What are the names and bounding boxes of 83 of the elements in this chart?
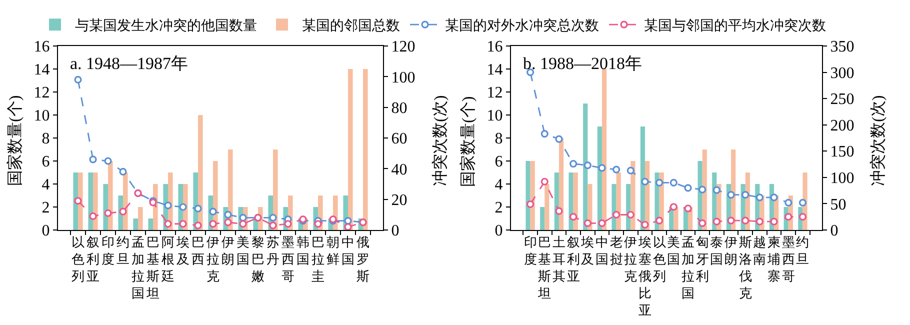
x-tick-label: 以色列 bbox=[72, 234, 84, 284]
text: a. 1948—1987年 bbox=[70, 54, 188, 73]
y2-tick-label: 200 bbox=[830, 117, 854, 134]
y-tick-label: 10 bbox=[34, 108, 50, 125]
x-tick-label: 俄罗斯 bbox=[356, 234, 370, 284]
x-tick-label: 苏丹 bbox=[266, 234, 280, 267]
x-tick-label: 伊拉克 bbox=[206, 234, 220, 284]
y2-tick-label: 120 bbox=[391, 38, 416, 56]
y2-tick-label: 150 bbox=[830, 144, 854, 161]
x-tick-label: 墨西哥 bbox=[282, 234, 294, 284]
x-tick-label: 印度 bbox=[524, 234, 537, 267]
y-axis-title: 国家数量(个) bbox=[459, 96, 477, 187]
x-tick-label: 柬埔寨 bbox=[766, 234, 781, 284]
x-tick-label: 孟加拉国 bbox=[132, 234, 144, 300]
x-tick-label: 印度 bbox=[102, 234, 114, 267]
x-tick-label: 伊朗 bbox=[222, 234, 234, 267]
x-tick-label: 美国 bbox=[236, 234, 250, 267]
y-axis-title: 国家数量(个) bbox=[6, 95, 24, 186]
y-tick-label: 6 bbox=[42, 154, 50, 171]
x-tick-label: 泰国 bbox=[710, 234, 724, 267]
y-tick-label: 8 bbox=[42, 130, 50, 148]
y2-tick-label: 350 bbox=[830, 38, 854, 56]
y2-tick-label: 20 bbox=[391, 192, 408, 209]
legend-label: 某国的对外水冲突总次数 bbox=[445, 18, 599, 34]
x-tick-label: 埃及 bbox=[176, 234, 190, 267]
y2-tick-label: 40 bbox=[391, 161, 408, 178]
y-tick-label: 16 bbox=[34, 38, 50, 56]
y-tick-label: 16 bbox=[486, 38, 503, 56]
x-tick-label: 阿根廷 bbox=[160, 234, 174, 284]
x-tick-label: 匈牙利 bbox=[696, 234, 709, 284]
y2-tick-label: 0 bbox=[830, 222, 838, 240]
x-tick-label: 朝鲜 bbox=[326, 234, 340, 267]
y2-tick-label: 0 bbox=[391, 222, 400, 240]
x-tick-label: 叙利亚 bbox=[566, 234, 580, 284]
x-tick-label: 韩国 bbox=[296, 234, 310, 267]
x-tick-label: 伊拉克 bbox=[624, 234, 638, 284]
y-tick-label: 14 bbox=[486, 62, 503, 79]
x-tick-label: 越南 bbox=[753, 234, 766, 267]
x-tick-label: 斯洛伐克 bbox=[738, 234, 752, 300]
y2-tick-label: 100 bbox=[391, 69, 416, 86]
y-tick-label: 6 bbox=[494, 154, 503, 171]
y-tick-label: 10 bbox=[486, 108, 503, 125]
x-tick-label: 巴基斯坦 bbox=[537, 234, 552, 300]
x-tick-label: 巴拉圭 bbox=[312, 234, 324, 284]
x-tick-label: 老挝 bbox=[610, 234, 623, 267]
x-tick-label: 约旦 bbox=[796, 234, 810, 267]
legend-label: 某国与邻国的平均水冲突次数 bbox=[644, 18, 826, 34]
y-tick-label: 8 bbox=[494, 130, 503, 148]
x-tick-label: 墨西哥 bbox=[782, 234, 795, 284]
x-tick-label: 埃及 bbox=[580, 234, 594, 267]
text: b. 1988—2018年 bbox=[523, 54, 642, 73]
y2-axis-title: 冲突次数(次) bbox=[431, 95, 449, 186]
y-tick-label: 12 bbox=[486, 84, 503, 102]
x-tick-label: 孟加拉国 bbox=[682, 234, 695, 300]
y2-tick-label: 80 bbox=[391, 100, 408, 117]
x-tick-label: 叙利亚 bbox=[86, 234, 100, 284]
x-tick-label: 黎巴嫩 bbox=[252, 234, 264, 284]
x-tick-label: 美国 bbox=[667, 234, 680, 267]
legend-label: 某国的邻国总数 bbox=[302, 18, 400, 34]
x-tick-label: 土耳其 bbox=[552, 234, 566, 284]
x-tick-label: 中国 bbox=[595, 234, 608, 267]
y2-tick-label: 50 bbox=[830, 196, 846, 214]
legend-label: 与某国发生水冲突的他国数量 bbox=[75, 18, 257, 34]
x-tick-label: 以色列 bbox=[652, 234, 666, 284]
x-tick-label: 中国 bbox=[342, 234, 354, 267]
x-tick-label: 埃塞俄比亚 bbox=[637, 234, 652, 318]
y-tick-label: 2 bbox=[42, 200, 50, 217]
y-tick-label: 4 bbox=[494, 176, 503, 194]
y2-tick-label: 300 bbox=[830, 64, 854, 82]
y2-tick-label: 250 bbox=[830, 91, 854, 108]
y2-tick-label: 100 bbox=[830, 170, 854, 188]
y-tick-label: 0 bbox=[42, 222, 50, 240]
y2-axis-title: 冲突次数(次) bbox=[869, 95, 887, 186]
x-tick-label: 约旦 bbox=[116, 234, 130, 267]
x-tick-label: 巴基斯坦 bbox=[146, 234, 160, 300]
y-tick-label: 14 bbox=[34, 62, 50, 79]
y-tick-label: 2 bbox=[494, 200, 503, 217]
y-tick-label: 0 bbox=[494, 222, 503, 240]
y2-tick-label: 60 bbox=[391, 130, 408, 148]
y-tick-label: 12 bbox=[34, 84, 50, 102]
x-tick-label: 伊朗 bbox=[724, 234, 738, 267]
y-tick-label: 4 bbox=[42, 176, 50, 194]
x-tick-label: 巴西 bbox=[192, 234, 204, 267]
